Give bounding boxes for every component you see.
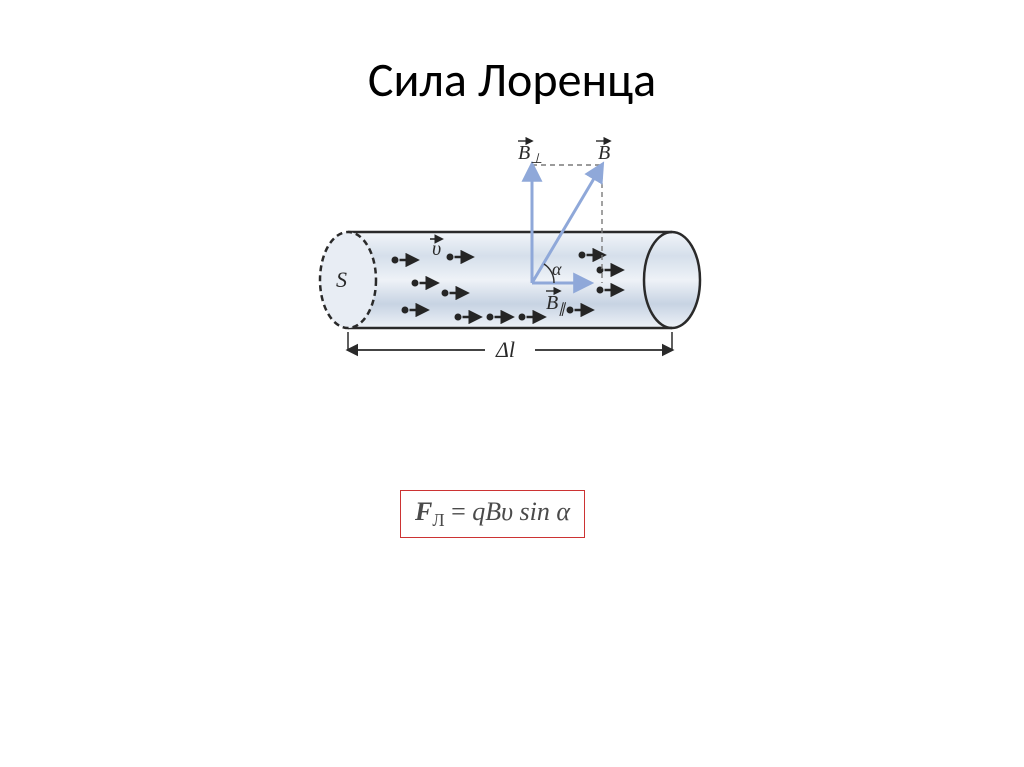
length-dimension: Δl (348, 332, 672, 362)
label-B: B (596, 141, 610, 164)
formula-F: F (415, 497, 432, 526)
cylinder-right-cap (644, 232, 700, 328)
formula-eq: = (445, 497, 473, 526)
formula-rhs: qBυ sin α (472, 497, 570, 526)
svg-text:B: B (598, 142, 610, 164)
velocity-label: υ (430, 238, 442, 260)
cylinder-left-cap (320, 232, 376, 328)
lorentz-diagram: S υ α B⊥ B (290, 135, 730, 395)
cross-section-label: S (336, 267, 347, 292)
label-B-perp: B⊥ (518, 141, 542, 167)
page-title: Сила Лоренца (0, 50, 1024, 109)
angle-label: α (552, 259, 562, 279)
svg-text:B⊥: B⊥ (518, 142, 542, 167)
svg-text:υ: υ (432, 238, 441, 260)
lorentz-formula: FЛ = qBυ sin α (400, 490, 585, 538)
formula-F-sub: Л (432, 510, 444, 530)
conductor-cylinder (318, 227, 710, 333)
svg-text:Δl: Δl (495, 337, 515, 362)
